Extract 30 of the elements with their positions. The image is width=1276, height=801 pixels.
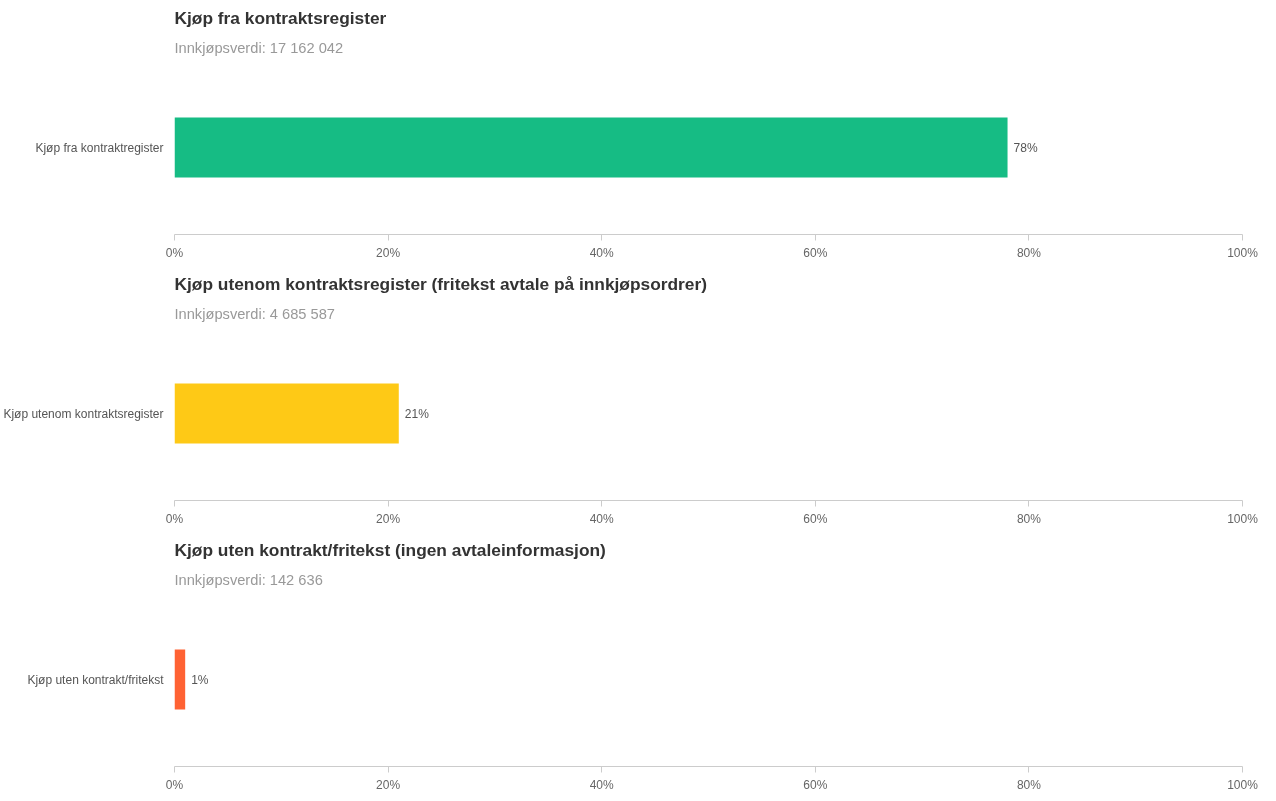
chart-subtitle: Innkjøpsverdi: 142 636	[174, 571, 323, 588]
y-tick-label: Kjøp fra kontraktregister	[35, 140, 164, 155]
x-tick-label: 60%	[803, 245, 828, 260]
x-tick-label: 80%	[1016, 777, 1042, 792]
x-tick-label: 20%	[376, 511, 401, 526]
x-tick-label: 20%	[376, 777, 401, 792]
x-tick-label: 40%	[589, 245, 615, 260]
x-tick-label: 60%	[803, 777, 828, 792]
chart-title: Kjøp utenom kontraktsregister (fritekst avtale på innkjøpsordrer)	[174, 273, 707, 294]
y-tick-label: Kjøp uten kontrakt/fritekst	[27, 672, 165, 687]
x-tick-label: 0%	[165, 245, 184, 260]
x-tick-label: 40%	[589, 511, 615, 526]
chart-subtitle: Innkjøpsverdi: 17 162 042	[174, 39, 344, 56]
x-tick-label: 0%	[165, 511, 184, 526]
chart-title: Kjøp uten kontrakt/fritekst (ingen avtaleinformasjon)	[174, 539, 606, 560]
x-tick-label: 40%	[589, 777, 615, 792]
data-label: 1%	[191, 672, 209, 687]
data-label: 21%	[404, 406, 430, 421]
x-tick-label: 80%	[1016, 511, 1042, 526]
x-tick-label: 0%	[165, 777, 184, 792]
x-tick-label: 100%	[1227, 511, 1259, 526]
y-tick-label: Kjøp utenom kontraktsregister	[3, 406, 164, 421]
data-label: 78%	[1013, 140, 1038, 155]
chart-subtitle: Innkjøpsverdi: 4 685 587	[174, 305, 336, 322]
x-tick-label: 20%	[376, 245, 401, 260]
x-tick-label: 100%	[1227, 245, 1259, 260]
chart-title: Kjøp fra kontraktsregister	[174, 7, 387, 28]
x-tick-label: 60%	[803, 511, 828, 526]
x-tick-label: 80%	[1016, 245, 1042, 260]
x-tick-label: 100%	[1227, 777, 1259, 792]
